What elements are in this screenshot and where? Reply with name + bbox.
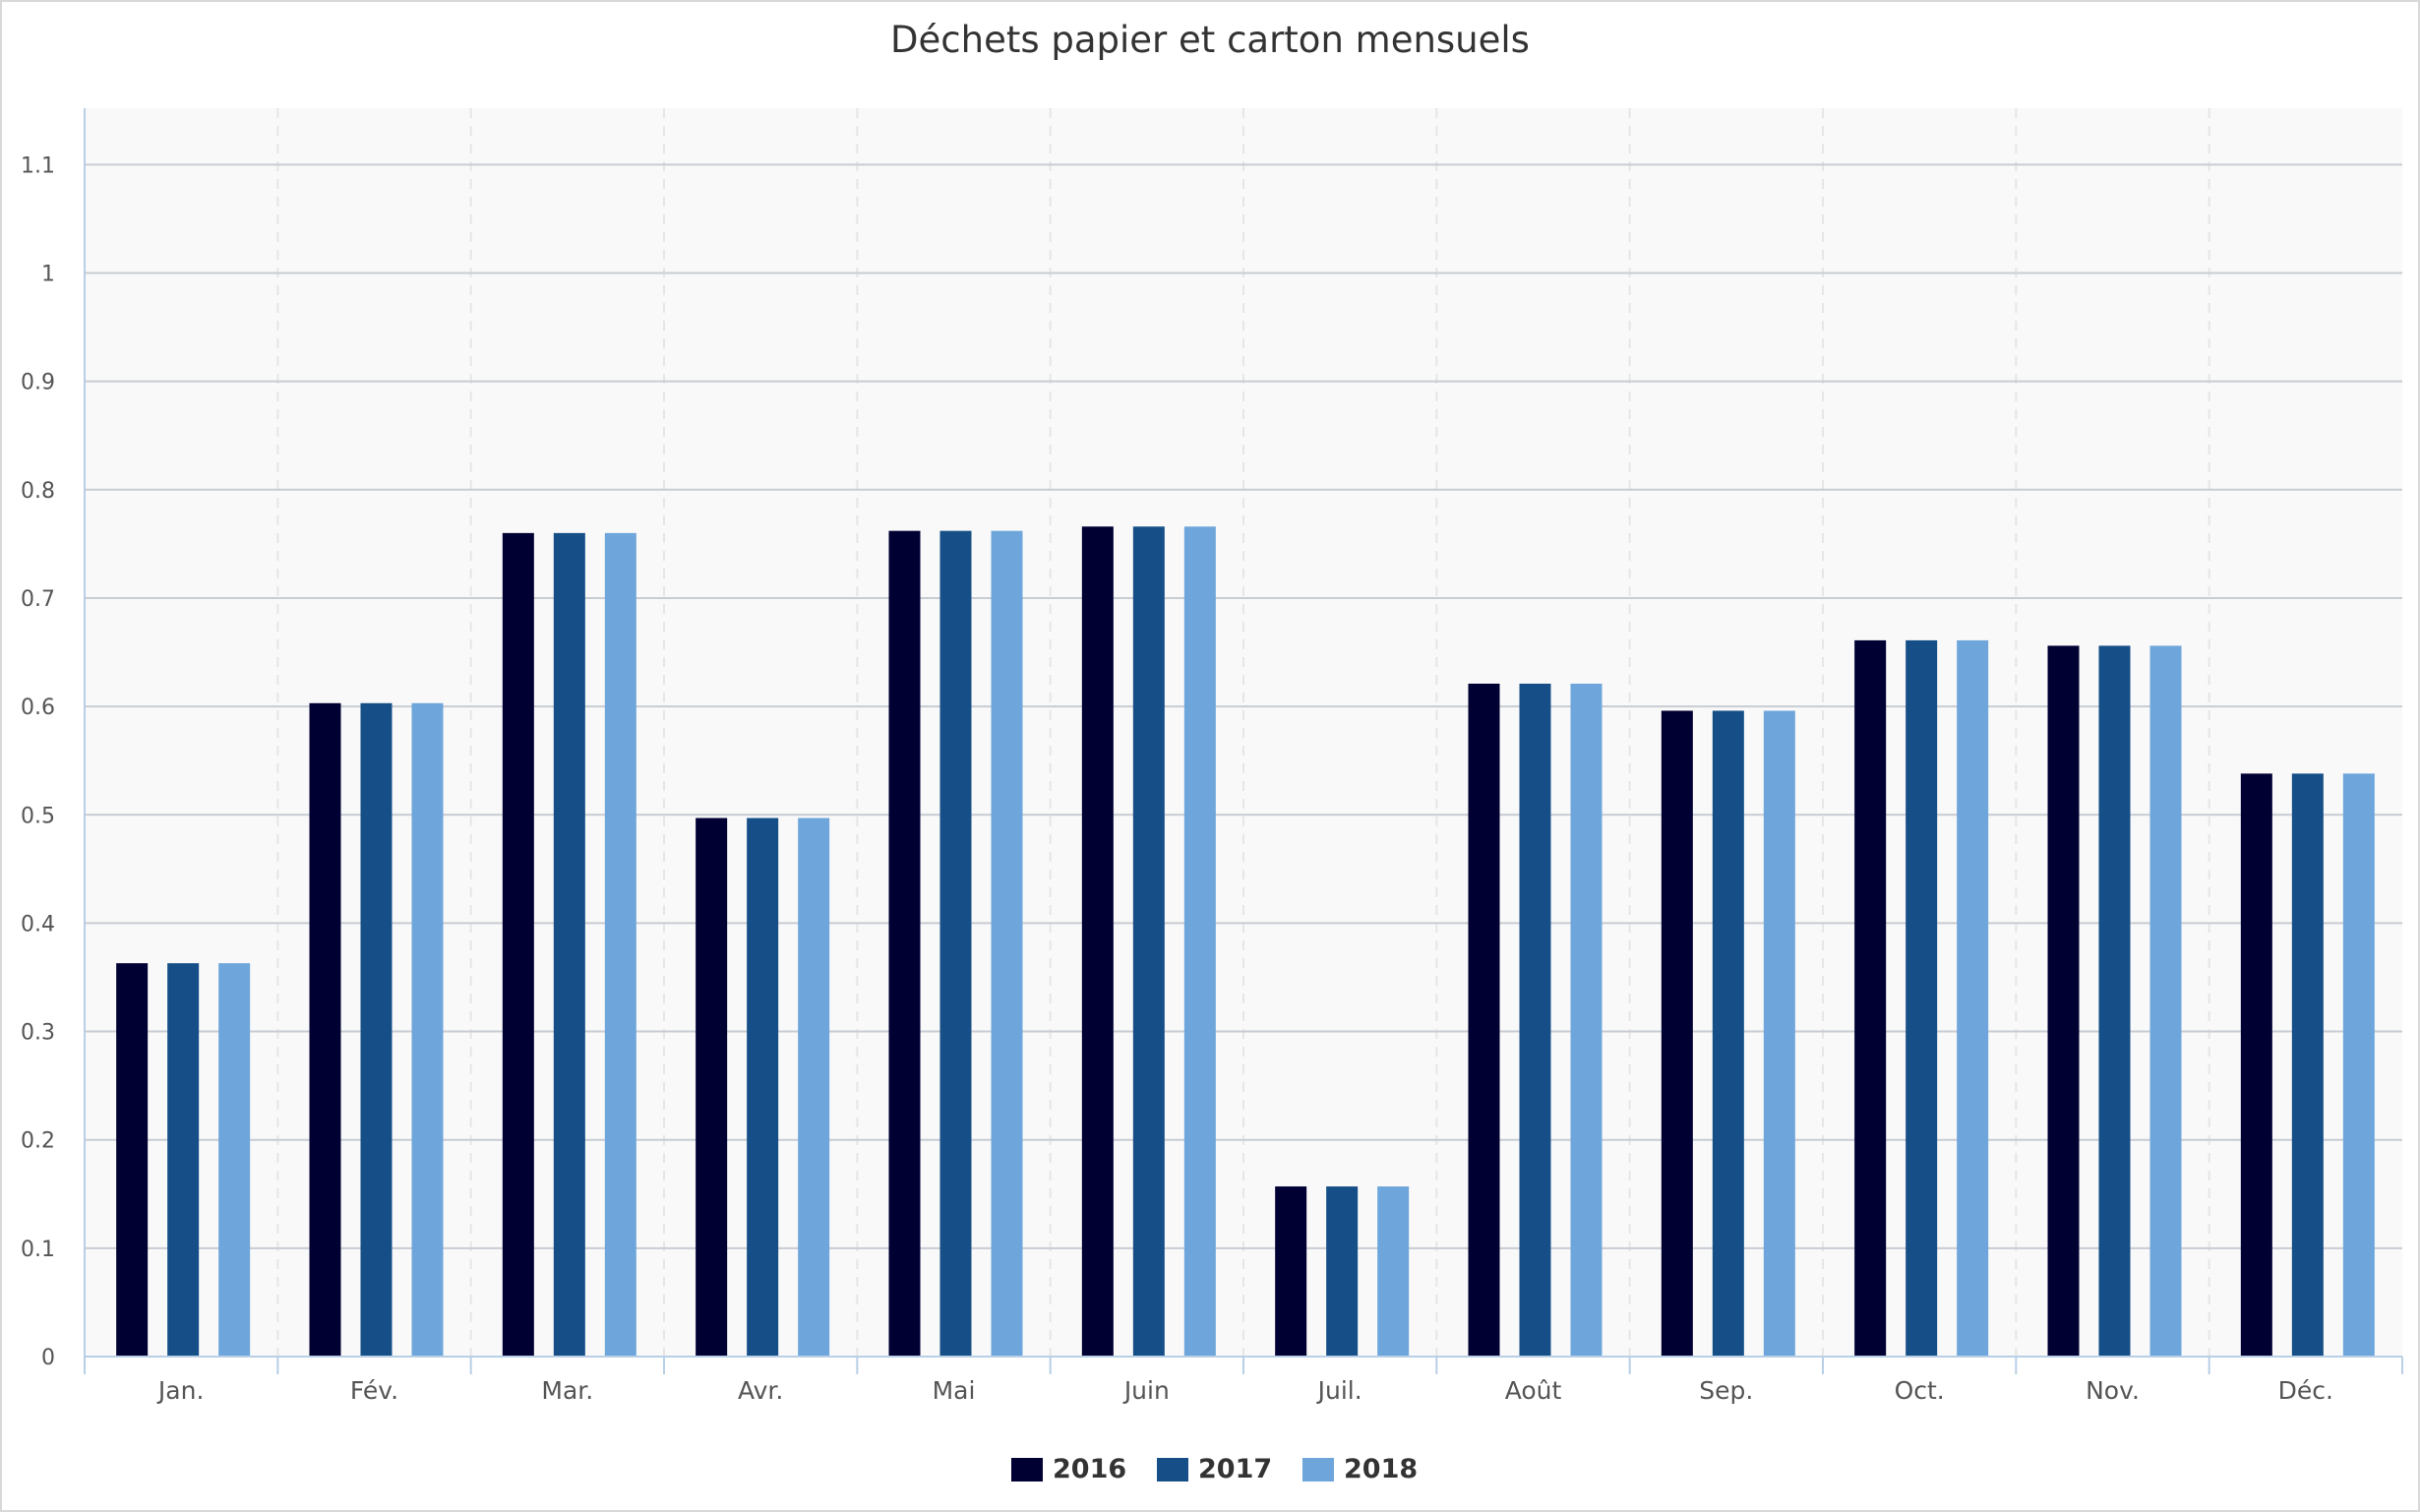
- bar-2018-12[interactable]: [2342, 773, 2375, 1357]
- bar-2018-1[interactable]: [218, 963, 251, 1357]
- bar-2016-9[interactable]: [1661, 710, 1693, 1357]
- bar-2016-6[interactable]: [1081, 526, 1114, 1357]
- legend-label: 2018: [1344, 1454, 1418, 1484]
- y-tick-label: 0.6: [21, 696, 55, 720]
- x-tick-label: Oct.: [1895, 1376, 1945, 1405]
- grid-lines: [85, 108, 2402, 1357]
- legend-item-2018[interactable]: 2018: [1302, 1454, 1418, 1484]
- x-tick-label: Jan.: [156, 1376, 204, 1405]
- bar-2016-12[interactable]: [2240, 773, 2272, 1357]
- legend-swatch: [1302, 1458, 1334, 1482]
- bar-2018-5[interactable]: [991, 530, 1023, 1357]
- y-tick-label: 0.2: [21, 1129, 55, 1154]
- bar-2017-5[interactable]: [939, 530, 972, 1357]
- bar-2016-3[interactable]: [502, 532, 534, 1357]
- legend-item-2017[interactable]: 2017: [1157, 1454, 1272, 1484]
- legend-swatch: [1011, 1458, 1043, 1482]
- bars: [116, 526, 2375, 1357]
- y-tick-label: 0.4: [21, 912, 55, 937]
- bar-2017-2[interactable]: [360, 702, 393, 1357]
- bar-2018-9[interactable]: [1763, 710, 1795, 1357]
- x-tick-label: Août: [1505, 1376, 1562, 1405]
- bar-2017-9[interactable]: [1712, 710, 1744, 1357]
- bar-2018-4[interactable]: [798, 817, 830, 1357]
- x-tick-label: Avr.: [738, 1376, 783, 1405]
- bar-2017-4[interactable]: [747, 817, 779, 1357]
- bar-2016-5[interactable]: [888, 530, 921, 1357]
- y-tick-label: 0.9: [21, 371, 55, 395]
- chart-title: Déchets papier et carton mensuels: [890, 19, 1530, 61]
- y-tick-label: 0.7: [21, 587, 55, 612]
- y-tick-label: 0.3: [21, 1021, 55, 1046]
- x-tick-label: Déc.: [2278, 1376, 2333, 1405]
- bar-2017-11[interactable]: [2098, 645, 2131, 1357]
- x-tick-label: Nov.: [2086, 1376, 2140, 1405]
- x-axis-tick-labels: Jan. Fév. Mar. Avr. Mai Juin Juil. Août Sep. Oct.…: [156, 1376, 2333, 1405]
- legend-swatch: [1157, 1458, 1188, 1482]
- bar-2017-10[interactable]: [1906, 639, 1938, 1357]
- bar-2016-11[interactable]: [2047, 645, 2080, 1357]
- bar-2018-3[interactable]: [604, 532, 636, 1357]
- bar-2016-1[interactable]: [116, 963, 149, 1357]
- y-tick-label: 0.1: [21, 1238, 55, 1262]
- y-tick-label: 0: [41, 1346, 55, 1370]
- y-tick-label: 1.1: [21, 153, 55, 178]
- bar-2017-6[interactable]: [1132, 526, 1165, 1357]
- x-tick-label: Sep.: [1699, 1376, 1753, 1405]
- x-tick-label: Juil.: [1316, 1376, 1362, 1405]
- bar-2018-7[interactable]: [1377, 1186, 1410, 1357]
- y-axis-tick-labels: 0 0.1 0.2 0.3 0.4 0.5 0.6 0.7 0.8 0.9 1 1.1: [21, 153, 55, 1370]
- legend-label: 2017: [1198, 1454, 1272, 1484]
- bar-2018-10[interactable]: [1957, 639, 1989, 1357]
- bar-2017-3[interactable]: [553, 532, 585, 1357]
- y-tick-label: 1: [41, 263, 55, 287]
- bar-2018-11[interactable]: [2149, 645, 2182, 1357]
- bar-2018-2[interactable]: [411, 702, 444, 1357]
- x-tick-label: Mar.: [541, 1376, 593, 1405]
- bar-2016-8[interactable]: [1468, 683, 1500, 1357]
- bar-2016-4[interactable]: [696, 817, 728, 1357]
- y-tick-label: 0.8: [21, 479, 55, 504]
- bar-2018-6[interactable]: [1183, 526, 1216, 1357]
- bar-2017-8[interactable]: [1519, 683, 1551, 1357]
- bar-2016-2[interactable]: [309, 702, 341, 1357]
- bar-2016-7[interactable]: [1275, 1186, 1307, 1357]
- x-tick-label: Mai: [933, 1376, 976, 1405]
- bar-2017-7[interactable]: [1326, 1186, 1359, 1357]
- axes: [84, 108, 2403, 1374]
- x-tick-label: Juin: [1122, 1376, 1170, 1405]
- legend-item-2016[interactable]: 2016: [1011, 1454, 1126, 1484]
- bar-2018-8[interactable]: [1570, 683, 1603, 1357]
- bar-2017-12[interactable]: [2291, 773, 2324, 1357]
- x-tick-label: Fév.: [350, 1376, 398, 1405]
- y-tick-label: 0.5: [21, 804, 55, 828]
- legend-label: 2016: [1053, 1454, 1126, 1484]
- bar-2017-1[interactable]: [167, 963, 200, 1357]
- legend: 2016 2017 2018: [1011, 1454, 1418, 1484]
- bar-2016-10[interactable]: [1854, 639, 1887, 1357]
